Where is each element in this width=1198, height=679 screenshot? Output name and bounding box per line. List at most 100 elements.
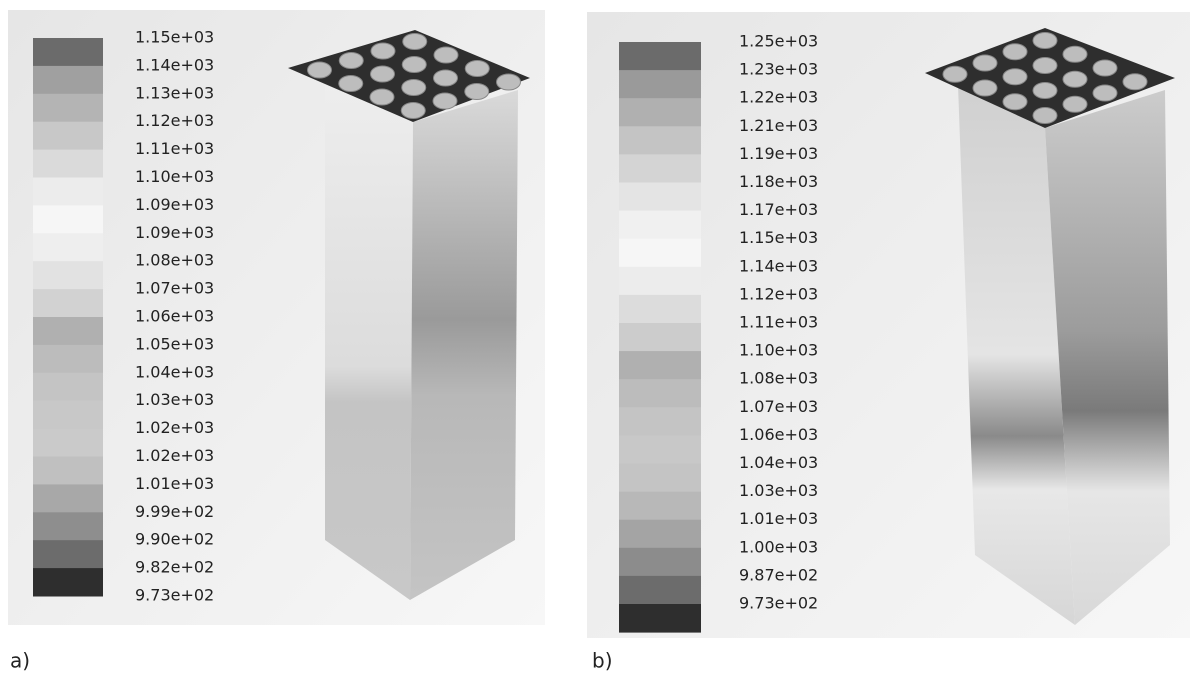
colorbar-label: 1.15e+03 — [739, 228, 818, 247]
colorbar-label: 1.11e+03 — [739, 313, 818, 332]
colorbar-label: 1.23e+03 — [739, 60, 818, 79]
colorbar-swatch — [619, 211, 701, 240]
hole — [434, 70, 458, 86]
colorbar-label: 1.02e+03 — [135, 446, 214, 465]
colorbar-label: 1.04e+03 — [739, 453, 818, 472]
hole — [465, 84, 489, 100]
hole — [403, 34, 427, 50]
colorbar-label: 1.21e+03 — [739, 116, 818, 135]
colorbar-swatch — [33, 94, 103, 122]
colorbar-swatch — [619, 576, 701, 605]
colorbar-swatch — [619, 154, 701, 183]
hole — [371, 66, 395, 82]
colorbar-label: 1.06e+03 — [135, 307, 214, 326]
hole — [370, 89, 394, 105]
colorbar-swatch — [33, 178, 103, 206]
colorbar-swatch — [33, 261, 103, 289]
hole — [1123, 74, 1147, 90]
hole — [402, 80, 426, 96]
colorbar-swatch — [33, 233, 103, 261]
hole — [401, 103, 425, 119]
colorbar-swatch — [619, 407, 701, 436]
colorbar-label: 1.09e+03 — [135, 223, 214, 242]
colorbar-swatch — [33, 568, 103, 596]
colorbar-swatch — [619, 351, 701, 380]
hole — [434, 47, 458, 63]
hole — [973, 80, 997, 96]
colorbar-label: 1.03e+03 — [135, 390, 214, 409]
colorbar-swatch — [33, 401, 103, 429]
hole — [308, 62, 332, 78]
colorbar-swatch — [619, 520, 701, 549]
hole — [1093, 85, 1117, 101]
colorbar-swatch — [619, 323, 701, 352]
colorbar-swatch — [619, 604, 701, 633]
colorbar-label: 1.25e+03 — [739, 32, 818, 51]
colorbar-swatch — [33, 205, 103, 233]
colorbar-label: 1.07e+03 — [135, 279, 214, 298]
colorbar-label: 1.12e+03 — [739, 284, 818, 303]
hole — [433, 93, 457, 109]
colorbar-label: 1.19e+03 — [739, 144, 818, 163]
colorbar-swatch — [33, 540, 103, 568]
colorbar-swatch — [33, 289, 103, 317]
colorbar-label: 1.22e+03 — [739, 88, 818, 107]
colorbar-label: 1.04e+03 — [135, 362, 214, 381]
hole — [1003, 94, 1027, 110]
hole — [1063, 46, 1087, 62]
colorbar-swatch — [33, 317, 103, 345]
colorbar-swatch — [619, 435, 701, 464]
hole — [339, 76, 363, 92]
panel-caption: b) — [592, 649, 613, 673]
colorbar-swatch — [619, 42, 701, 71]
colorbar-label: 9.90e+02 — [135, 530, 214, 549]
hole — [943, 66, 967, 82]
colorbar-swatch — [33, 484, 103, 512]
colorbar-label: 1.10e+03 — [135, 167, 214, 186]
colorbar-swatch — [619, 183, 701, 212]
hole — [402, 57, 426, 73]
colorbar-swatch — [619, 239, 701, 268]
colorbar-label: 9.82e+02 — [135, 558, 214, 577]
hole — [1033, 108, 1057, 124]
colorbar-label: 1.12e+03 — [135, 111, 214, 130]
colorbar-swatch — [619, 267, 701, 296]
colorbar-label: 1.18e+03 — [739, 172, 818, 191]
colorbar-label: 1.01e+03 — [739, 509, 818, 528]
figure: a) b) 1.15e+03 1.14e+03 1.13e+03 1.12e+03 1.… — [0, 0, 1198, 679]
colorbar-swatch — [619, 70, 701, 99]
colorbar-swatch — [33, 373, 103, 401]
hole — [1033, 58, 1057, 74]
hole — [1003, 69, 1027, 85]
hole — [497, 74, 521, 90]
colorbar-label: 1.08e+03 — [135, 251, 214, 270]
hole — [1033, 83, 1057, 99]
hole — [465, 61, 489, 77]
colorbar-swatch — [619, 548, 701, 577]
colorbar-label: 1.02e+03 — [135, 418, 214, 437]
hole — [1093, 60, 1117, 76]
colorbar-label: 1.05e+03 — [135, 334, 214, 353]
colorbar-label: 1.11e+03 — [135, 139, 214, 158]
colorbar-swatch — [619, 464, 701, 493]
colorbar-label: 9.99e+02 — [135, 502, 214, 521]
colorbar-label: 1.17e+03 — [739, 200, 818, 219]
hole — [973, 55, 997, 71]
colorbar-label: 9.73e+02 — [739, 594, 818, 613]
hole — [1063, 96, 1087, 112]
colorbar-swatch — [619, 492, 701, 521]
hole — [1063, 71, 1087, 87]
hole — [1003, 44, 1027, 60]
colorbar-swatch — [33, 345, 103, 373]
colorbar-swatch — [33, 457, 103, 485]
colorbar-label: 1.13e+03 — [135, 83, 214, 102]
colorbar-label: 1.14e+03 — [135, 55, 214, 74]
colorbar-swatch — [619, 126, 701, 155]
colorbar-label: 1.08e+03 — [739, 369, 818, 388]
panel-caption: a) — [10, 649, 30, 673]
colorbar-label: 1.00e+03 — [739, 537, 818, 556]
colorbar-swatch — [619, 295, 701, 324]
colorbar-swatch — [33, 429, 103, 457]
colorbar-label: 1.14e+03 — [739, 256, 818, 275]
hole — [339, 53, 363, 69]
